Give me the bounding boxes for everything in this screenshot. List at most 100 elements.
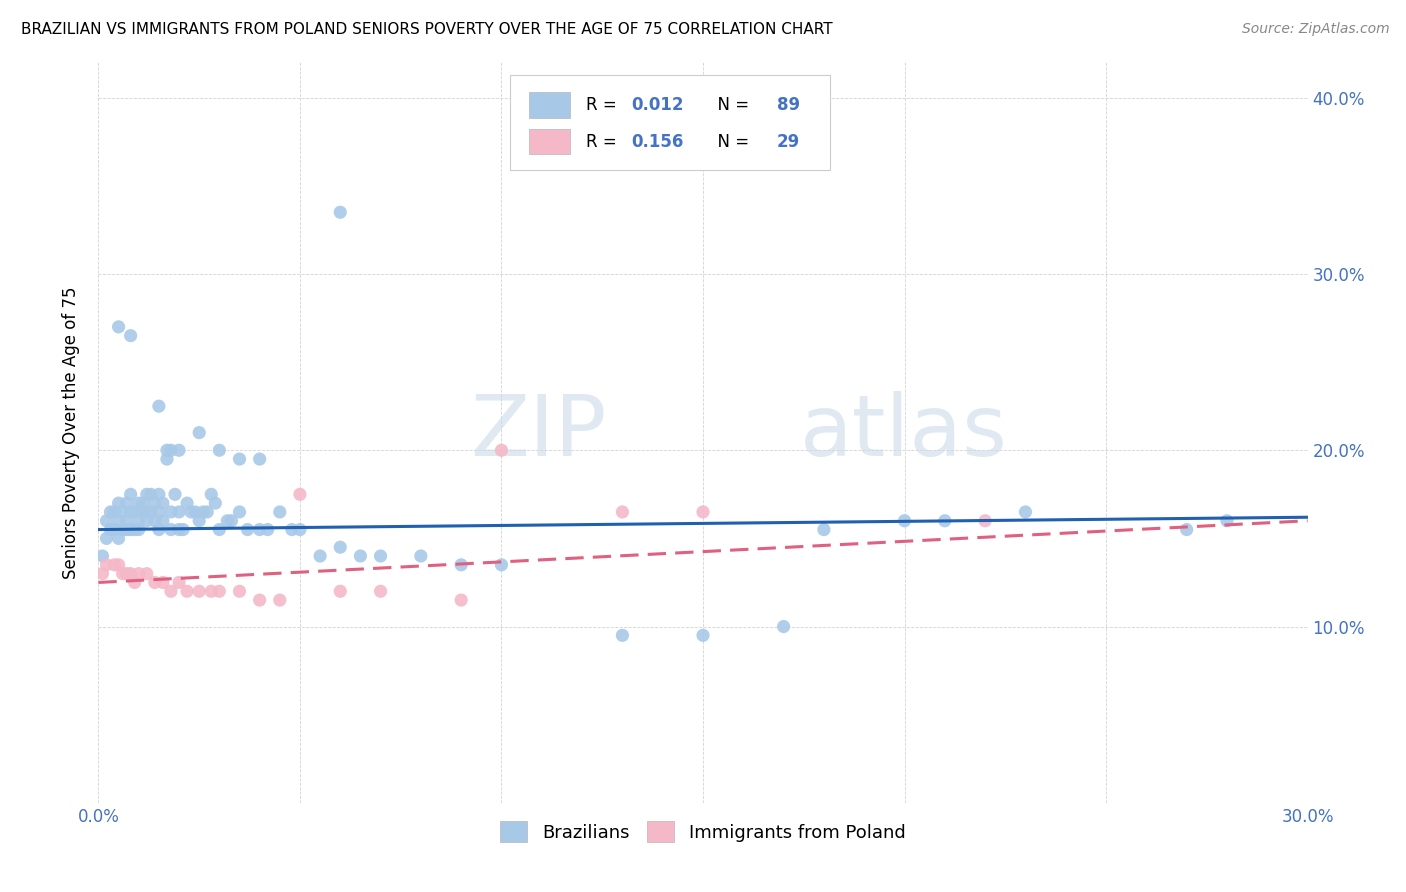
Point: [491, 443, 513, 458]
Point: [96, 532, 118, 546]
Point: [167, 505, 190, 519]
Point: [236, 523, 259, 537]
Point: [160, 523, 183, 537]
Point: [91, 549, 114, 563]
Point: [692, 505, 714, 519]
Point: [111, 505, 134, 519]
Point: [128, 523, 150, 537]
Point: [249, 593, 271, 607]
Point: [91, 566, 114, 581]
Point: [152, 514, 174, 528]
Point: [249, 523, 271, 537]
Point: [309, 549, 332, 563]
Point: [256, 523, 278, 537]
Point: [208, 523, 231, 537]
Text: R =: R =: [586, 133, 621, 151]
Point: [772, 619, 794, 633]
Point: [103, 558, 125, 572]
Point: [148, 399, 170, 413]
Point: [184, 505, 207, 519]
Point: [221, 514, 243, 528]
Point: [120, 505, 142, 519]
Point: [143, 496, 166, 510]
Text: Source: ZipAtlas.com: Source: ZipAtlas.com: [1241, 22, 1389, 37]
Point: [208, 443, 231, 458]
Point: [176, 584, 198, 599]
Point: [193, 505, 215, 519]
Point: [128, 514, 150, 528]
Point: [107, 532, 129, 546]
Point: [692, 628, 714, 642]
Point: [1175, 523, 1198, 537]
Point: [163, 487, 186, 501]
Point: [200, 487, 222, 501]
Point: [329, 540, 352, 554]
Legend: Brazilians, Immigrants from Poland: Brazilians, Immigrants from Poland: [494, 814, 912, 849]
Point: [450, 593, 472, 607]
Point: [409, 549, 432, 563]
Point: [152, 575, 174, 590]
Point: [128, 566, 150, 581]
Text: atlas: atlas: [800, 391, 1008, 475]
Text: R =: R =: [586, 96, 621, 114]
Point: [120, 487, 142, 501]
Point: [974, 514, 997, 528]
Point: [188, 425, 211, 440]
Point: [107, 496, 129, 510]
Point: [120, 328, 142, 343]
Point: [180, 505, 202, 519]
Point: [612, 505, 634, 519]
Point: [188, 514, 211, 528]
Point: [288, 523, 311, 537]
Point: [176, 496, 198, 510]
Point: [228, 452, 250, 467]
Point: [120, 523, 142, 537]
Point: [156, 452, 179, 467]
Point: [269, 593, 291, 607]
Point: [269, 505, 291, 519]
Point: [204, 496, 226, 510]
Point: [370, 549, 392, 563]
Point: [115, 514, 138, 528]
Point: [934, 514, 956, 528]
Point: [132, 505, 155, 519]
FancyBboxPatch shape: [529, 93, 569, 118]
Point: [1216, 514, 1239, 528]
Point: [96, 514, 118, 528]
Point: [111, 523, 134, 537]
Point: [96, 558, 118, 572]
Point: [167, 443, 190, 458]
Point: [152, 496, 174, 510]
Point: [217, 514, 239, 528]
Point: [167, 575, 190, 590]
Point: [288, 487, 311, 501]
Point: [135, 505, 157, 519]
Text: ZIP: ZIP: [470, 391, 606, 475]
Point: [160, 443, 183, 458]
Point: [135, 514, 157, 528]
Point: [124, 505, 146, 519]
Point: [370, 584, 392, 599]
Point: [249, 452, 271, 467]
Point: [195, 505, 218, 519]
FancyBboxPatch shape: [529, 129, 569, 154]
Point: [148, 487, 170, 501]
Point: [208, 584, 231, 599]
Point: [103, 505, 125, 519]
Point: [115, 496, 138, 510]
Point: [893, 514, 915, 528]
Text: 0.012: 0.012: [631, 96, 685, 114]
Point: [107, 319, 129, 334]
Text: BRAZILIAN VS IMMIGRANTS FROM POLAND SENIORS POVERTY OVER THE AGE OF 75 CORRELATI: BRAZILIAN VS IMMIGRANTS FROM POLAND SENI…: [21, 22, 832, 37]
Point: [450, 558, 472, 572]
Point: [160, 584, 183, 599]
Point: [612, 628, 634, 642]
Point: [172, 523, 194, 537]
Text: N =: N =: [707, 96, 754, 114]
Point: [156, 443, 179, 458]
Point: [813, 523, 835, 537]
Point: [160, 505, 183, 519]
Point: [148, 505, 170, 519]
Point: [132, 496, 155, 510]
Point: [128, 496, 150, 510]
